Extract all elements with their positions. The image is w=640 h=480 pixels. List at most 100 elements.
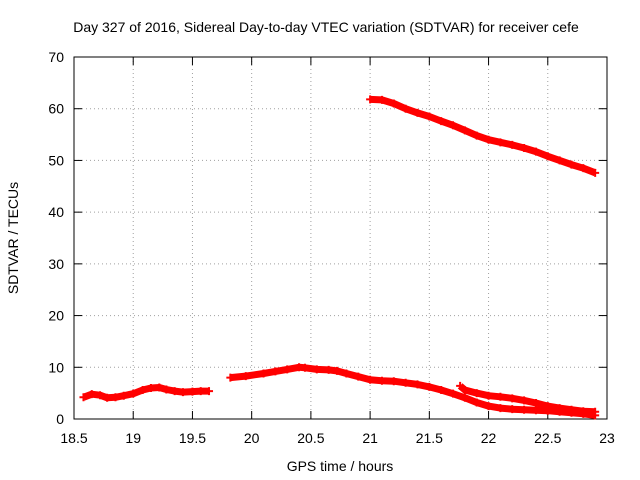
data-point (508, 394, 517, 403)
y-tick-label: 30 (48, 256, 64, 272)
data-point (531, 406, 540, 415)
x-tick-label: 22.5 (534, 430, 561, 446)
x-tick-label: 20.5 (297, 430, 324, 446)
y-tick-label: 20 (48, 308, 64, 324)
data-point (241, 372, 250, 381)
data-point (555, 404, 564, 413)
grid (74, 57, 607, 419)
data-point (425, 382, 434, 391)
data-point (520, 405, 529, 414)
data-point (342, 369, 351, 378)
data-point (456, 381, 465, 390)
data-point (377, 95, 386, 104)
series-arc-3 (366, 95, 600, 177)
y-tick-label: 10 (48, 359, 64, 375)
data-point (496, 392, 505, 401)
data-point (103, 393, 112, 402)
data-point (146, 383, 155, 392)
data-point (138, 386, 147, 395)
x-axis-label: GPS time / hours (287, 458, 394, 474)
x-tick-label: 23 (599, 430, 615, 446)
data-point (271, 367, 280, 376)
data-point (300, 363, 309, 372)
data-point (484, 135, 493, 144)
data-point (472, 398, 481, 407)
data-point (111, 393, 120, 402)
data-point (520, 396, 529, 405)
data-point (591, 168, 600, 177)
data-point (188, 387, 197, 396)
data-point (87, 390, 96, 399)
data-point (496, 138, 505, 147)
data-point (543, 152, 552, 161)
data-point (437, 117, 446, 126)
series-arc-2 (226, 363, 600, 420)
data-point (425, 112, 434, 121)
chart-title: Day 327 of 2016, Sidereal Day-to-day VTE… (73, 19, 579, 35)
plot-frame (73, 56, 608, 420)
series-arc-1 (79, 383, 214, 402)
data-point (155, 383, 164, 392)
x-tick-label: 19 (125, 430, 141, 446)
data-point (579, 164, 588, 173)
y-tick-label: 0 (56, 411, 64, 427)
y-tick-label: 40 (48, 204, 64, 220)
data-point (401, 378, 410, 387)
data-point (567, 160, 576, 169)
x-tick-label: 20 (244, 430, 260, 446)
data-point (324, 365, 333, 374)
x-tick-label: 21.5 (416, 430, 443, 446)
series-trace (229, 363, 596, 419)
data-point (531, 398, 540, 407)
data-point (79, 393, 88, 402)
data-point (312, 365, 321, 374)
data-point (460, 126, 469, 135)
data-point (283, 365, 292, 374)
data-point (508, 405, 517, 414)
data-point (543, 402, 552, 411)
data-point (460, 386, 469, 395)
data-point (449, 389, 458, 398)
data-point (555, 156, 564, 165)
data-point (354, 372, 363, 381)
data-point (119, 391, 128, 400)
y-axis-label: SDTVAR / TECUs (5, 182, 21, 294)
y-tick-label: 60 (48, 101, 64, 117)
data-point (484, 402, 493, 411)
data-point (472, 389, 481, 398)
data-point (162, 385, 171, 394)
data-point (437, 386, 446, 395)
data-point (377, 376, 386, 385)
data-point (567, 405, 576, 414)
data-point (484, 391, 493, 400)
data-point (401, 104, 410, 113)
data-point (531, 147, 540, 156)
data-point (449, 121, 458, 130)
data-point (508, 140, 517, 149)
y-tick-label: 70 (48, 49, 64, 65)
axis-ticks: 18.5 19 19.5 20 20.5 21 21.5 22 22.5 23 0 10 20 30 40 5… (48, 49, 615, 446)
data-point (226, 373, 235, 382)
data-point (520, 144, 529, 153)
data-point (129, 389, 138, 398)
data-point (413, 108, 422, 117)
series-arc-4 (456, 381, 600, 416)
data-point (96, 391, 105, 400)
data-point (460, 393, 469, 402)
data-point (413, 380, 422, 389)
data-point (205, 387, 214, 396)
data-point (591, 407, 600, 416)
x-tick-label: 18.5 (60, 430, 87, 446)
data-point (472, 131, 481, 140)
data-series (79, 95, 600, 420)
data-point (366, 375, 375, 384)
data-point (496, 404, 505, 413)
data-point (178, 388, 187, 397)
data-point (579, 407, 588, 416)
x-tick-label: 21 (362, 430, 378, 446)
x-tick-label: 22 (481, 430, 497, 446)
data-point (259, 369, 268, 378)
x-tick-label: 19.5 (179, 430, 206, 446)
series-trace (82, 384, 209, 402)
